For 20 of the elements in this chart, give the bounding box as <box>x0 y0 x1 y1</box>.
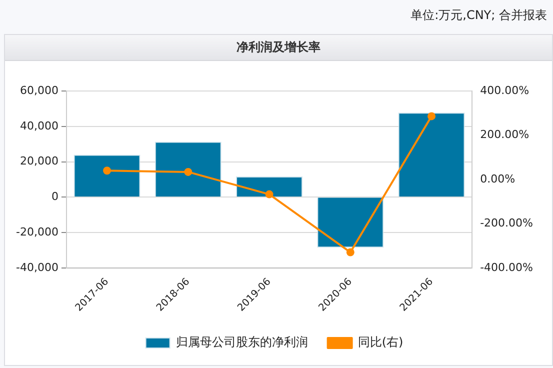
y-tick-label: 0 <box>51 190 58 204</box>
y2-tick-label: -400.00% <box>480 260 534 274</box>
y-tick-label: 60,000 <box>20 84 58 97</box>
legend-label: 归属母公司股东的净利润 <box>176 335 308 350</box>
point <box>428 112 436 120</box>
y-tick-label: 40,000 <box>20 119 58 132</box>
y-tick-label: -40,000 <box>16 260 58 274</box>
y2-tick-label: 0.00% <box>480 172 516 186</box>
y-tick-label: 20,000 <box>20 154 58 168</box>
y2-tick-label: -200.00% <box>480 216 534 230</box>
y2-tick-label: 400.00% <box>480 84 530 97</box>
legend-label: 同比(右) <box>358 335 404 350</box>
chart-title: 净利润及增长率 <box>5 35 552 61</box>
point <box>103 166 112 175</box>
y2-tick-label: 200.00% <box>480 128 530 142</box>
point <box>346 248 354 256</box>
point <box>265 190 274 198</box>
point <box>184 168 192 176</box>
y-tick-label: -20,000 <box>16 225 58 238</box>
text: 单位:万元,CNY; 合并报表 <box>410 7 547 24</box>
